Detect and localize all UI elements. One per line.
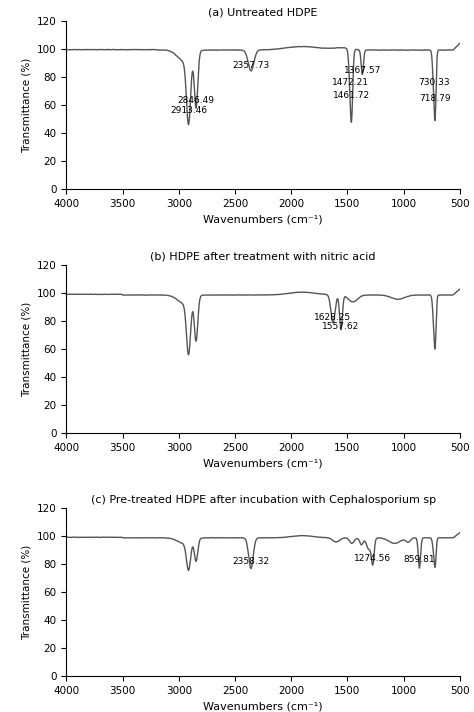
Y-axis label: Transmittance (%): Transmittance (%) bbox=[21, 301, 31, 397]
X-axis label: Wavenumbers (cm⁻¹): Wavenumbers (cm⁻¹) bbox=[203, 702, 323, 712]
Text: 859.81: 859.81 bbox=[403, 555, 435, 565]
Text: 2358.32: 2358.32 bbox=[232, 557, 269, 566]
X-axis label: Wavenumbers (cm⁻¹): Wavenumbers (cm⁻¹) bbox=[203, 214, 323, 224]
Text: 730.33: 730.33 bbox=[418, 78, 450, 87]
Text: 2913.46: 2913.46 bbox=[170, 106, 207, 115]
Text: 1367.57: 1367.57 bbox=[344, 66, 381, 75]
Text: 1274.56: 1274.56 bbox=[354, 554, 391, 563]
X-axis label: Wavenumbers (cm⁻¹): Wavenumbers (cm⁻¹) bbox=[203, 458, 323, 468]
Text: 1461.72: 1461.72 bbox=[333, 90, 370, 100]
Y-axis label: Transmittance (%): Transmittance (%) bbox=[21, 545, 31, 640]
Text: 2846.49: 2846.49 bbox=[178, 96, 215, 105]
Text: 1472.21: 1472.21 bbox=[332, 78, 369, 87]
Title: (b) HDPE after treatment with nitric acid: (b) HDPE after treatment with nitric aci… bbox=[150, 251, 376, 261]
Text: 1557.62: 1557.62 bbox=[322, 322, 359, 330]
Title: (c) Pre-treated HDPE after incubation with Cephalosporium sp: (c) Pre-treated HDPE after incubation wi… bbox=[91, 495, 436, 505]
Title: (a) Untreated HDPE: (a) Untreated HDPE bbox=[209, 8, 318, 18]
Text: 718.79: 718.79 bbox=[419, 93, 451, 103]
Text: 1628.25: 1628.25 bbox=[314, 313, 352, 323]
Y-axis label: Transmittance (%): Transmittance (%) bbox=[21, 58, 31, 153]
Text: 2357.73: 2357.73 bbox=[232, 61, 270, 70]
